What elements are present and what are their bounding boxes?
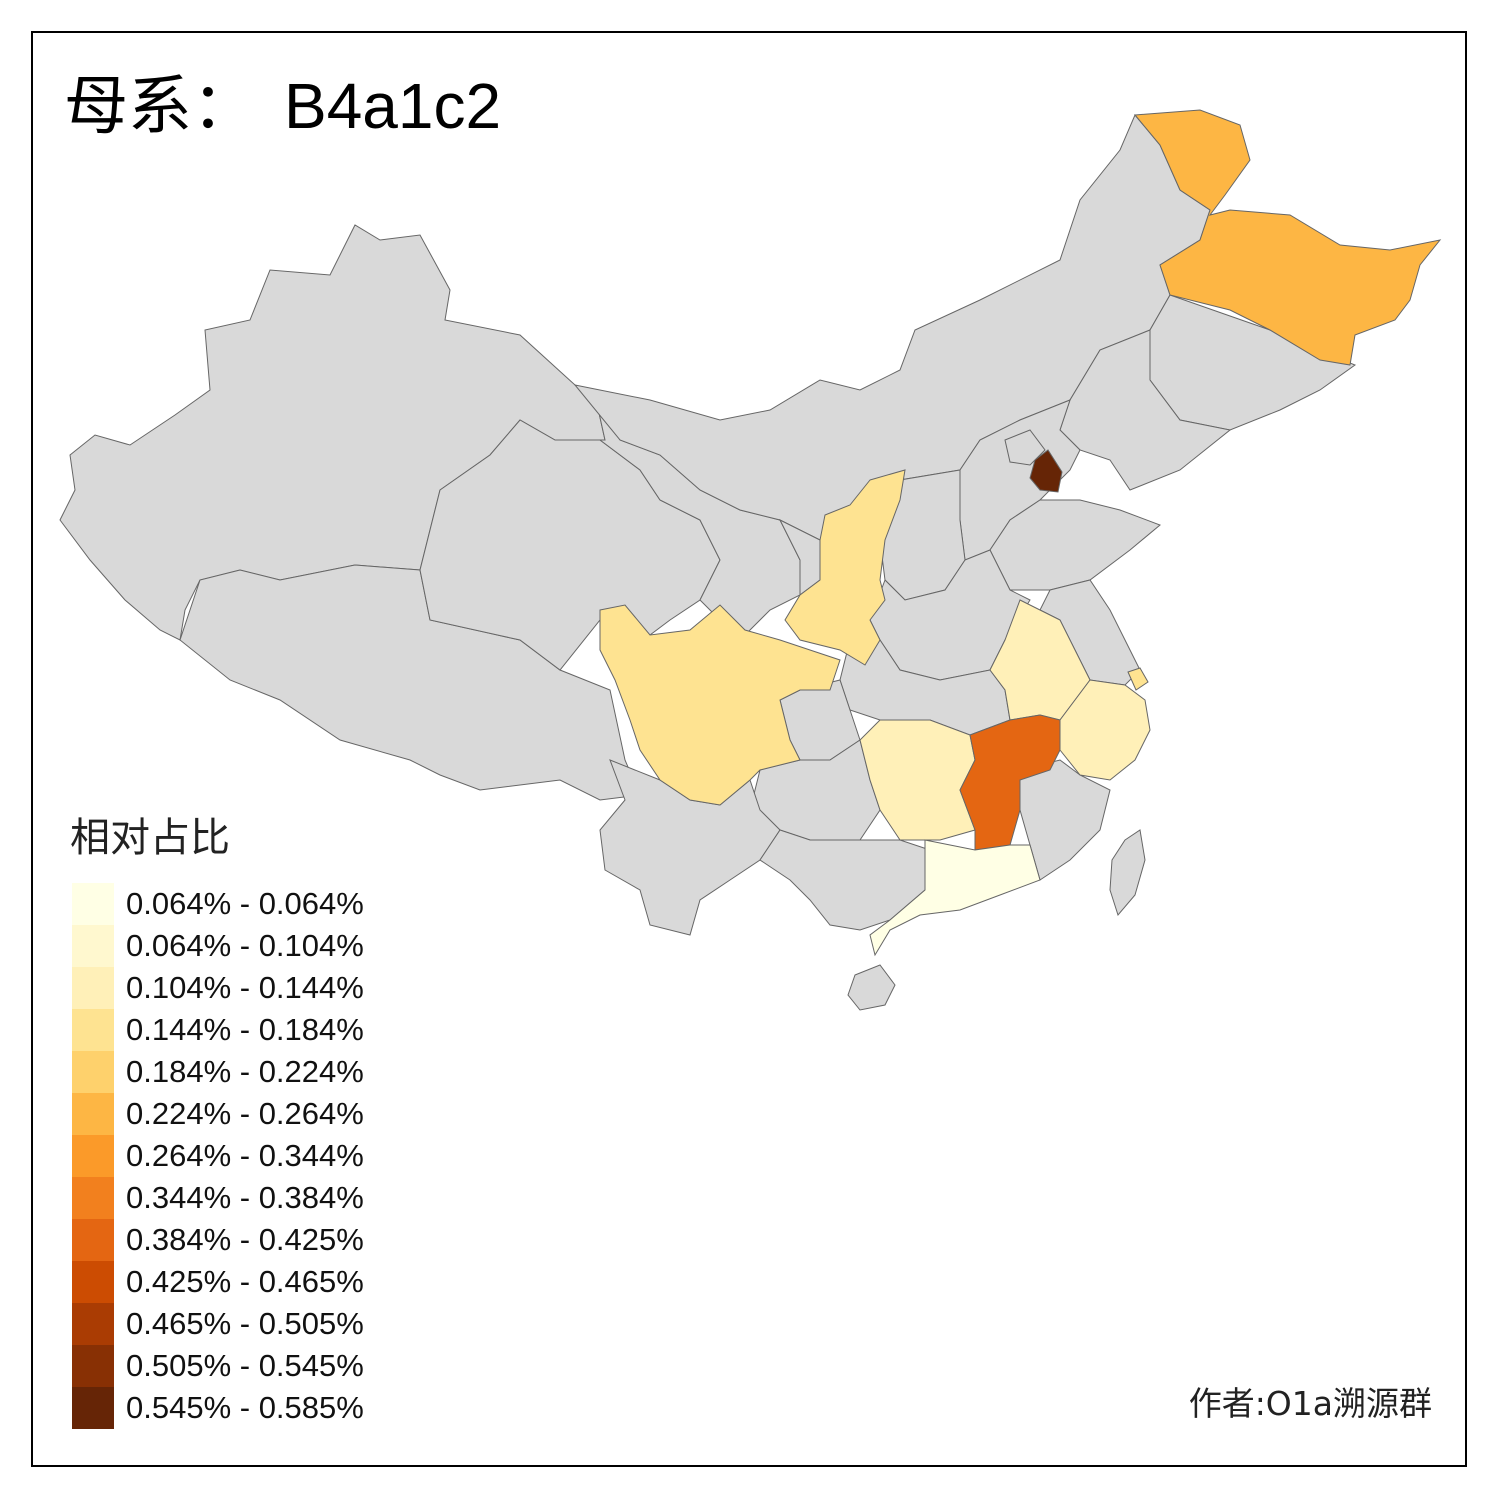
- legend-label: 0.224% - 0.264%: [126, 1096, 364, 1131]
- legend-item: 0.184% - 0.224%: [72, 1051, 412, 1093]
- region-shandong: [989, 499, 1161, 591]
- legend-item: 0.224% - 0.264%: [72, 1093, 412, 1135]
- region-taiwan: [1109, 829, 1146, 917]
- legend-item: 0.064% - 0.064%: [72, 883, 412, 925]
- legend-label: 0.425% - 0.465%: [126, 1264, 364, 1299]
- legend-label: 0.104% - 0.144%: [126, 970, 364, 1005]
- map-title: 母系： B4a1c2: [64, 74, 501, 139]
- legend: 0.064% - 0.064% 0.064% - 0.104% 0.104% - 0…: [72, 883, 412, 1429]
- legend-swatch: [72, 1303, 114, 1345]
- legend-label: 0.505% - 0.545%: [126, 1348, 364, 1383]
- legend-label: 0.465% - 0.505%: [126, 1306, 364, 1341]
- legend-item: 0.144% - 0.184%: [72, 1009, 412, 1051]
- legend-label: 0.144% - 0.184%: [126, 1012, 364, 1047]
- legend-swatch: [72, 1345, 114, 1387]
- legend-item: 0.465% - 0.505%: [72, 1303, 412, 1345]
- legend-label: 0.264% - 0.344%: [126, 1138, 364, 1173]
- region-shaanxi: [784, 469, 906, 666]
- legend-label: 0.064% - 0.104%: [126, 928, 364, 963]
- region-tianjin: [1029, 449, 1063, 493]
- region-sichuan: [599, 604, 841, 806]
- region-tibet: [179, 564, 641, 801]
- region-hainan: [847, 964, 896, 1011]
- region-heilongjiang: [1133, 109, 1442, 366]
- region-hunan: [859, 719, 976, 841]
- map-frame: [31, 31, 1467, 1467]
- legend-item: 0.384% - 0.425%: [72, 1219, 412, 1261]
- legend-item: 0.425% - 0.465%: [72, 1261, 412, 1303]
- legend-swatch: [72, 1387, 114, 1429]
- legend-label: 0.064% - 0.064%: [126, 886, 364, 921]
- legend-swatch: [72, 1219, 114, 1261]
- region-jiangxi: [959, 714, 1061, 851]
- legend-item: 0.344% - 0.384%: [72, 1177, 412, 1219]
- legend-swatch: [72, 1051, 114, 1093]
- legend-swatch: [72, 1009, 114, 1051]
- legend-swatch: [72, 1261, 114, 1303]
- legend-label: 0.184% - 0.224%: [126, 1054, 364, 1089]
- author-credit: 作者:O1a溯源群: [1188, 1384, 1432, 1423]
- region-guangdong: [869, 839, 1041, 957]
- legend-item: 0.505% - 0.545%: [72, 1345, 412, 1387]
- legend-swatch: [72, 1177, 114, 1219]
- region-shanghai: [1127, 667, 1149, 691]
- legend-swatch: [72, 925, 114, 967]
- legend-item: 0.104% - 0.144%: [72, 967, 412, 1009]
- legend-swatch: [72, 967, 114, 1009]
- haplogroup-name: B4a1c2: [284, 70, 502, 142]
- title-prefix: 母系：: [64, 70, 256, 144]
- legend-swatch: [72, 1135, 114, 1177]
- legend-label: 0.384% - 0.425%: [126, 1222, 364, 1257]
- legend-title: 相对占比: [70, 815, 230, 861]
- legend-swatch: [72, 1093, 114, 1135]
- legend-item: 0.264% - 0.344%: [72, 1135, 412, 1177]
- legend-label: 0.344% - 0.384%: [126, 1180, 364, 1215]
- legend-item: 0.064% - 0.104%: [72, 925, 412, 967]
- legend-label: 0.545% - 0.585%: [126, 1390, 364, 1425]
- legend-item: 0.545% - 0.585%: [72, 1387, 412, 1429]
- legend-swatch: [72, 883, 114, 925]
- region-fujian: [1019, 759, 1111, 881]
